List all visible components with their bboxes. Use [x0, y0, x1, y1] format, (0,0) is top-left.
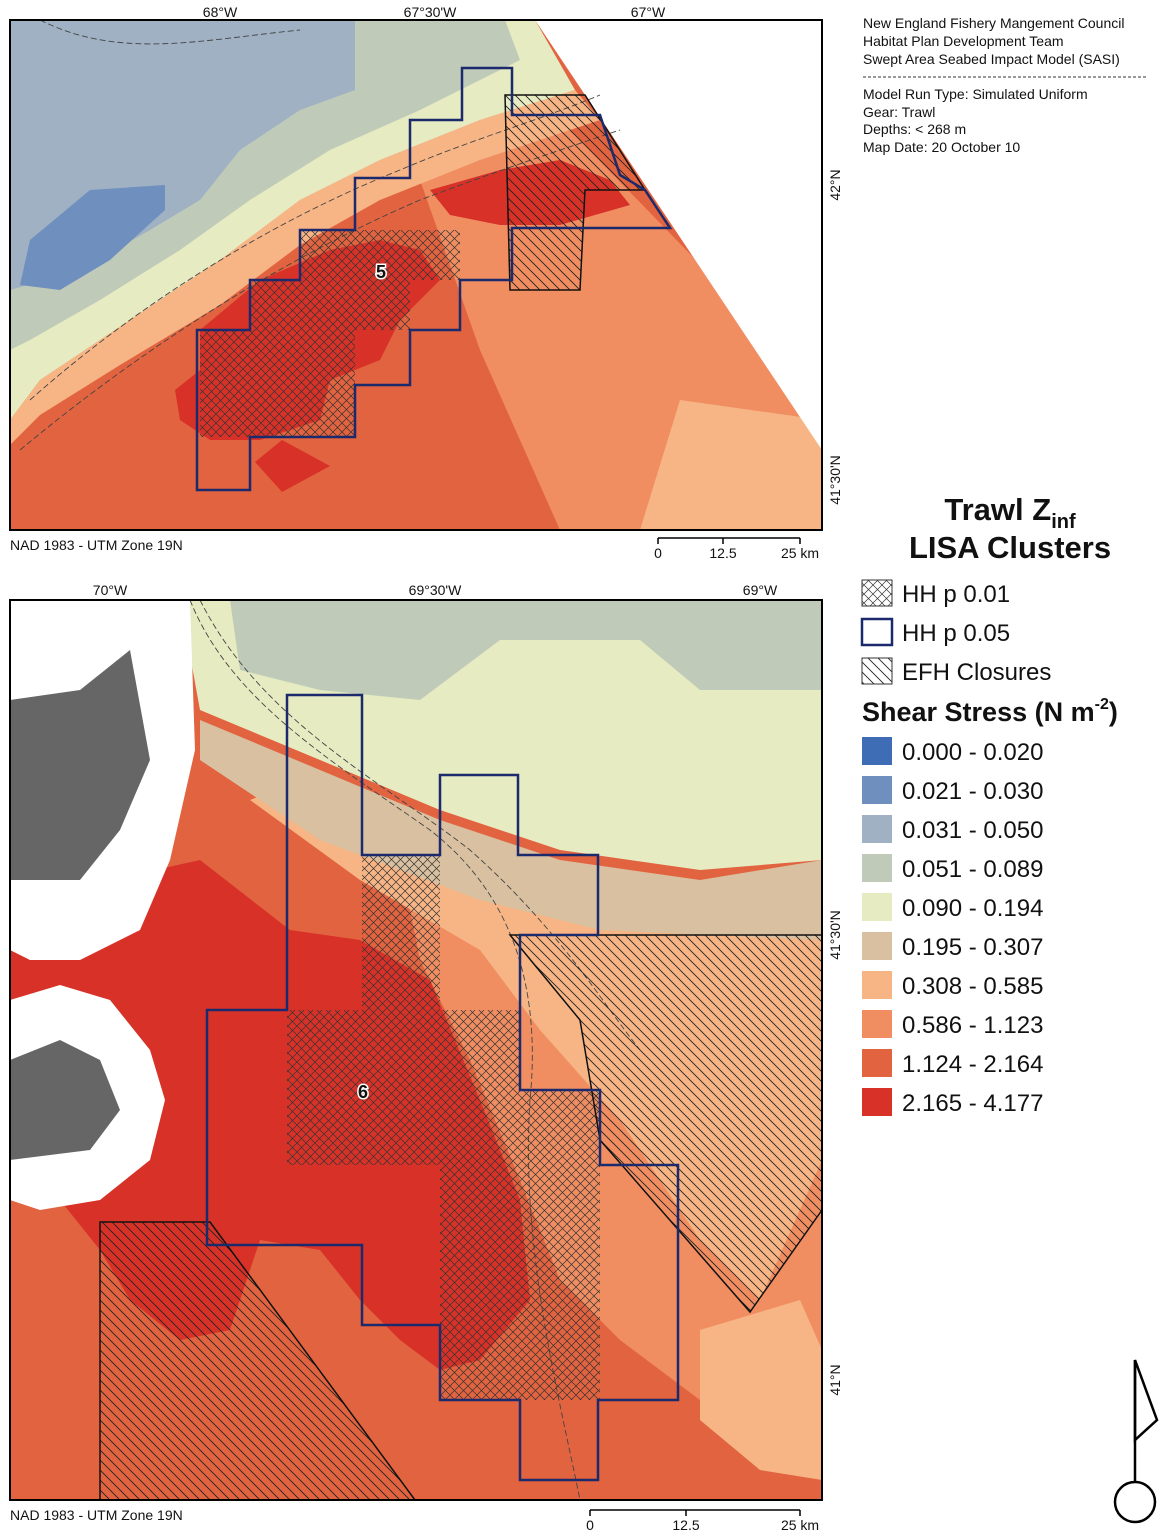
legend-swatch: [862, 893, 892, 921]
legend-crosshatch: [862, 580, 892, 606]
legend-label: 0.586 - 1.123: [902, 1012, 1043, 1039]
legend-swatch: [862, 776, 892, 804]
header-detail: Gear: Trawl: [863, 104, 935, 120]
projection-label: NAD 1983 - UTM Zone 19N: [10, 1507, 183, 1523]
legend-swatch: [862, 1010, 892, 1038]
header-line: New England Fishery Mangement Council: [863, 15, 1124, 31]
legend-label: 0.031 - 0.050: [902, 817, 1043, 844]
cluster-label: 5: [376, 262, 386, 282]
latitude-label: 41°30'N: [827, 455, 843, 505]
stress-title: Shear Stress (N m-2): [862, 696, 1118, 727]
map-top: [10, 20, 822, 530]
legend-swatch: [862, 854, 892, 882]
stress-title-text: Shear Stress (N m: [862, 697, 1095, 727]
legend-swatch: [862, 932, 892, 960]
header-detail: Map Date: 20 October 10: [863, 139, 1020, 155]
stress-title-close: ): [1109, 697, 1118, 727]
scale-label: 25 km: [781, 545, 819, 561]
longitude-label: 70°W: [93, 582, 128, 598]
longitude-label: 67°30'W: [404, 4, 457, 20]
legend-label: HH p 0.05: [902, 620, 1010, 647]
legend-hatch: [862, 658, 892, 684]
legend-title: LISA Clusters: [909, 530, 1111, 565]
legend-label: 0.308 - 0.585: [902, 973, 1043, 1000]
legend-title: Trawl Zinf: [944, 492, 1076, 533]
legend-label: 2.165 - 4.177: [902, 1090, 1043, 1117]
legend-label: 0.000 - 0.020: [902, 739, 1043, 766]
legend-swatch: [862, 971, 892, 999]
legend-label: 0.021 - 0.030: [902, 778, 1043, 805]
page: New England Fishery Mangement Council Ha…: [0, 0, 1162, 1531]
scale-label: 25 km: [781, 1517, 819, 1531]
stress-title-sup: -2: [1095, 696, 1109, 713]
legend-label: 1.124 - 2.164: [902, 1051, 1043, 1078]
map-bottom: [10, 600, 822, 1500]
legend-label: HH p 0.01: [902, 581, 1010, 608]
legend-swatch: [862, 815, 892, 843]
legend-label: EFH Closures: [902, 659, 1051, 686]
scale-label: 0: [654, 545, 662, 561]
legend-swatch: [862, 1049, 892, 1077]
legend-label: 0.051 - 0.089: [902, 856, 1043, 883]
legend-classes: 0.000 - 0.020 0.021 - 0.030 0.031 - 0.050 0…: [862, 737, 1043, 1117]
latitude-label: 42°N: [827, 169, 843, 200]
header-detail: Model Run Type: Simulated Uniform: [863, 86, 1088, 102]
longitude-label: 67°W: [631, 4, 666, 20]
north-arrow: [1115, 1360, 1157, 1522]
header-line: Swept Area Seabed Impact Model (SASI): [863, 51, 1120, 67]
legend-label: 0.090 - 0.194: [902, 895, 1043, 922]
legend-label: 0.195 - 0.307: [902, 934, 1043, 961]
header-detail: Depths: < 268 m: [863, 121, 966, 137]
scale-label: 12.5: [709, 545, 736, 561]
latitude-label: 41°30'N: [827, 910, 843, 960]
longitude-label: 69°W: [743, 582, 778, 598]
cluster-label: 6: [358, 1082, 368, 1102]
legend-swatch: [862, 1088, 892, 1116]
scale-label: 0: [586, 1517, 594, 1531]
legend-outline: [862, 619, 892, 645]
latitude-label: 41°N: [827, 1364, 843, 1395]
legend-swatch: [862, 737, 892, 765]
legend-title-text: Trawl Z: [944, 492, 1051, 527]
projection-label: NAD 1983 - UTM Zone 19N: [10, 537, 183, 553]
header-line: Habitat Plan Development Team: [863, 33, 1064, 49]
longitude-label: 68°W: [203, 4, 238, 20]
longitude-label: 69°30'W: [409, 582, 462, 598]
scale-label: 12.5: [672, 1517, 699, 1531]
